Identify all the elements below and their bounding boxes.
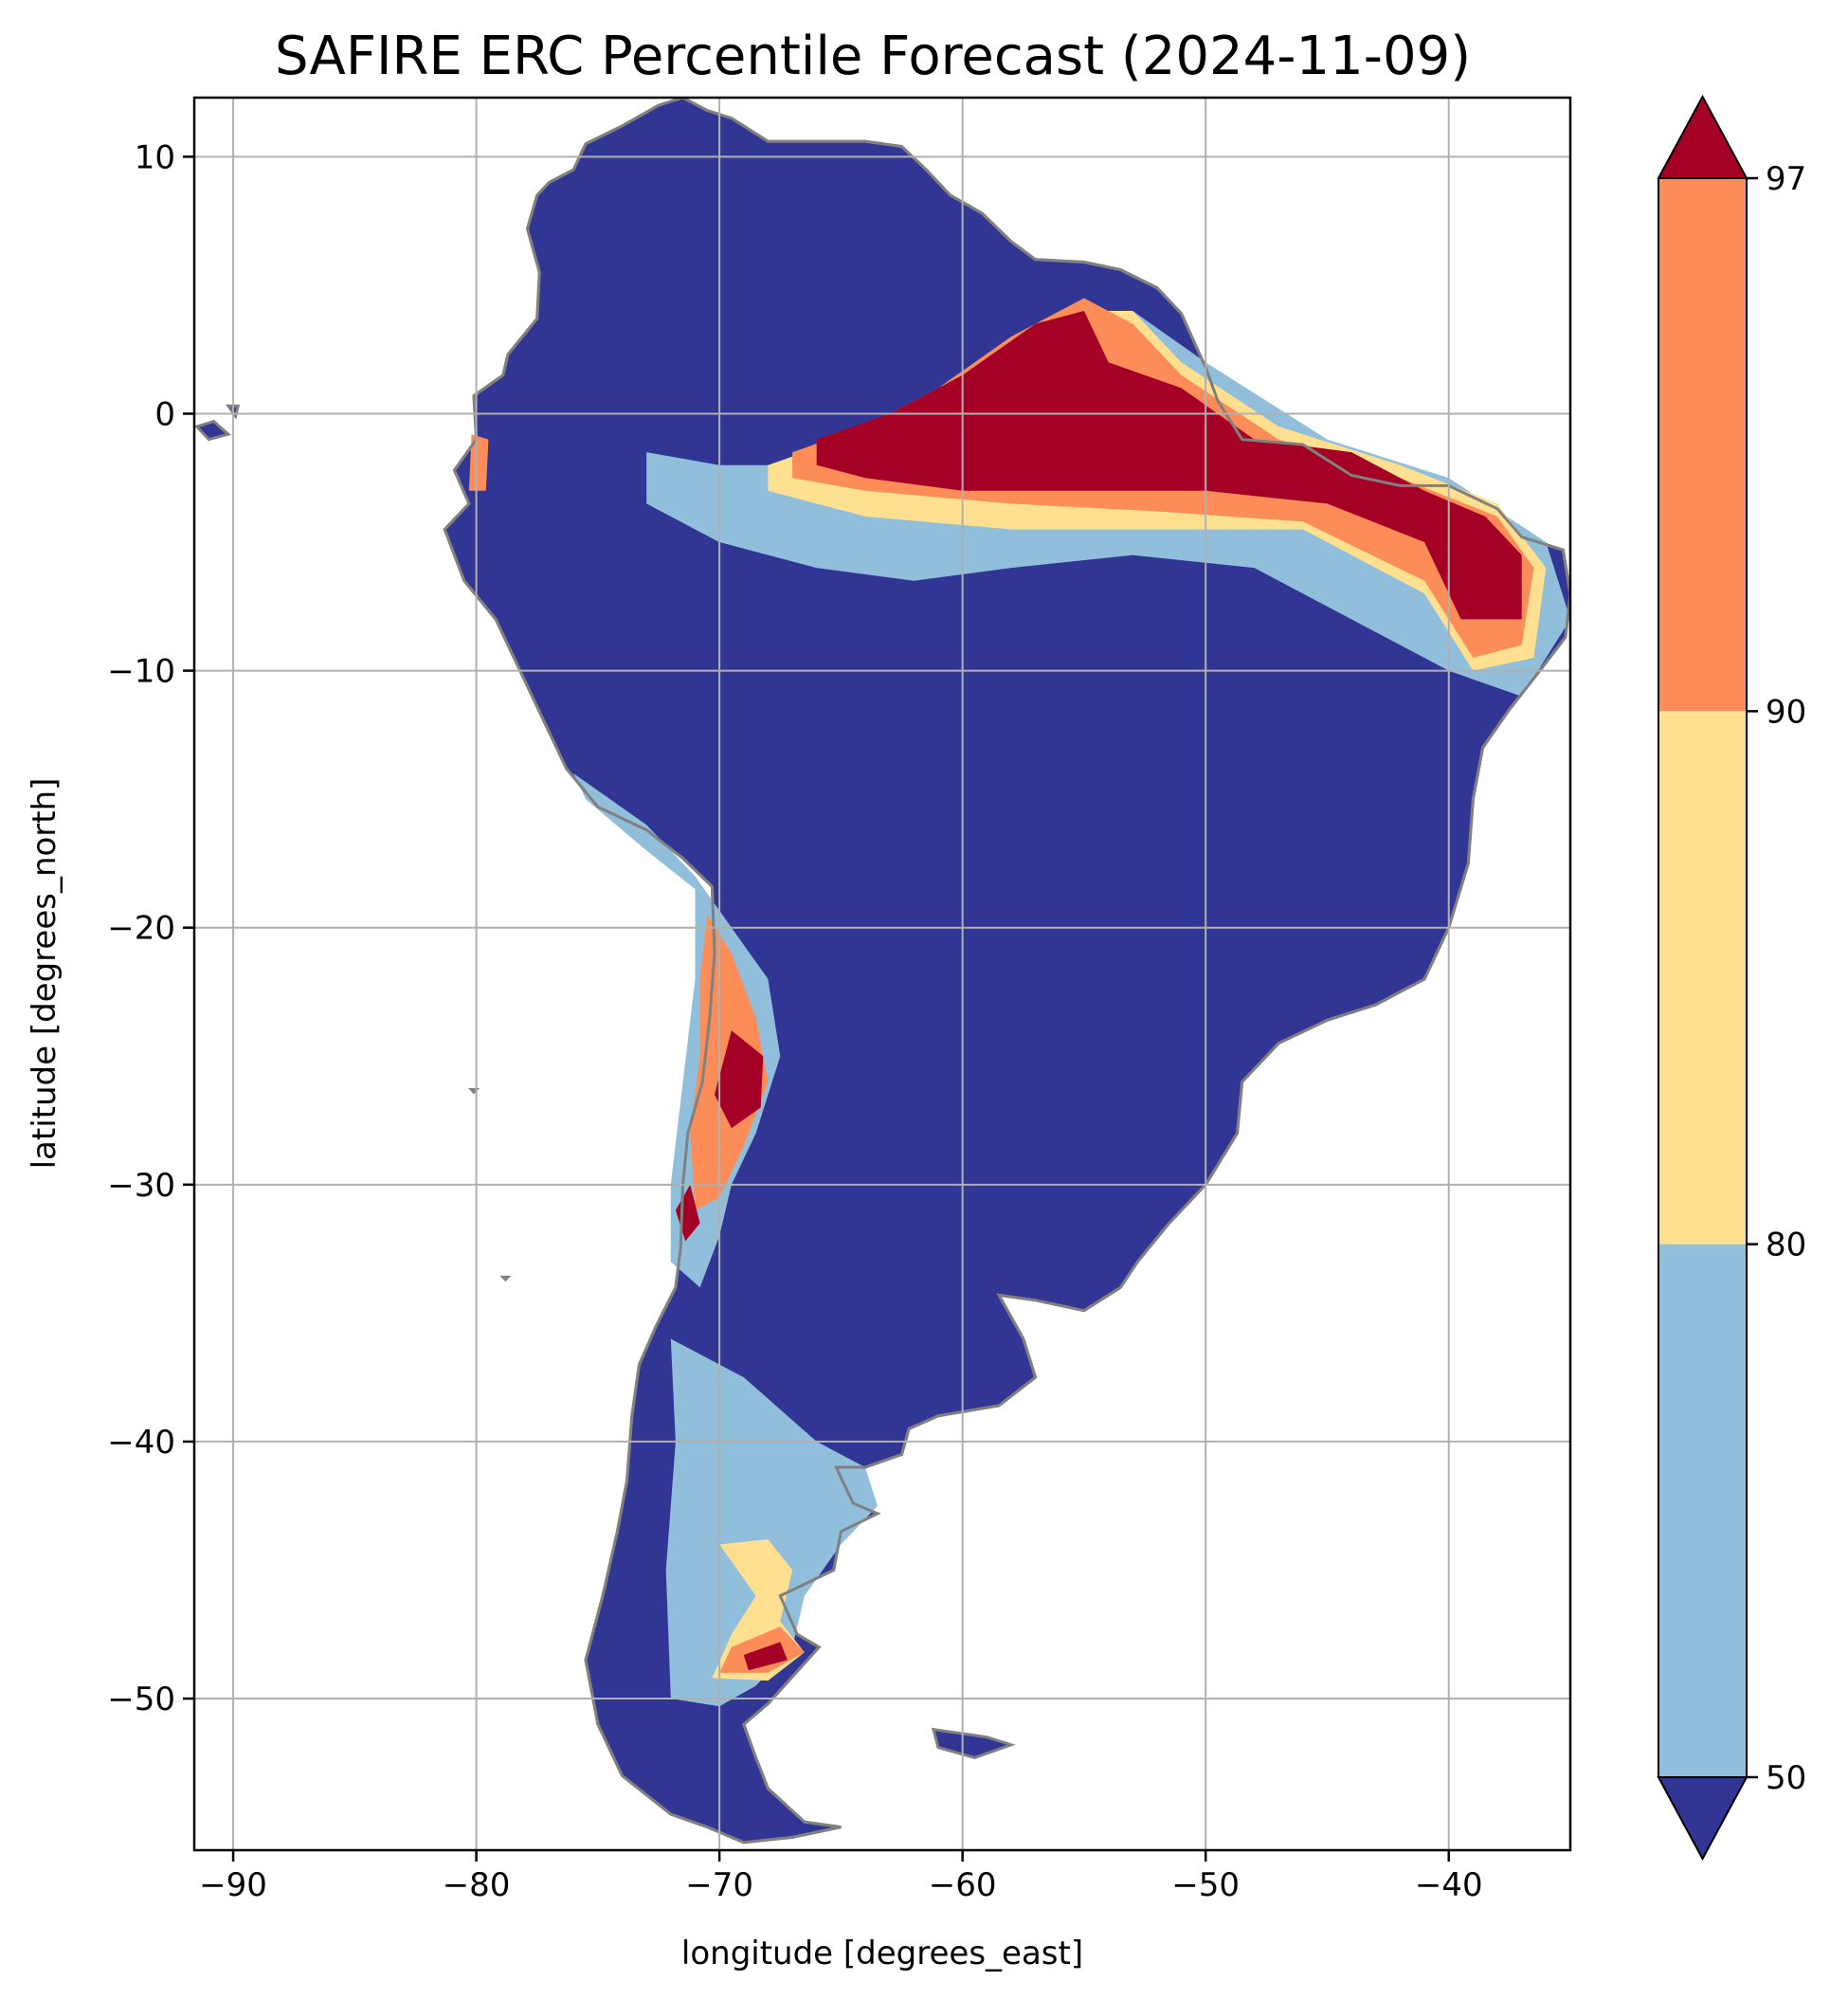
region-ecuador-coast-patch	[468, 434, 489, 491]
y-tick-label: −20	[107, 910, 175, 948]
y-tick-label: −40	[107, 1424, 175, 1462]
x-tick-label: −90	[199, 1866, 267, 1904]
map-plot-area: −90 −80 −70 −60 −50 −40 10 0 −10 −20 −30 −40 −50	[107, 96, 1572, 1904]
y-tick-label: −10	[107, 653, 175, 691]
y-tick-label: −30	[107, 1167, 175, 1205]
coastline	[443, 98, 1570, 1845]
island-3	[499, 1275, 512, 1282]
island-0	[194, 419, 231, 442]
y-tick-label: −50	[107, 1681, 175, 1718]
x-axis-label: longitude [degrees_east]	[681, 1935, 1083, 1972]
colorbar-tick-label: 80	[1766, 1227, 1806, 1264]
x-tick-label: −50	[1171, 1866, 1240, 1904]
colorbar-frame	[1658, 177, 1748, 1778]
region-north-high-core	[816, 311, 1522, 620]
island-4	[468, 1088, 480, 1095]
colorbar-segment	[1658, 178, 1747, 712]
x-tick-label: −80	[443, 1866, 511, 1904]
x-tick-label: −40	[1415, 1866, 1483, 1904]
colorbar-segment	[1658, 1244, 1747, 1777]
region-patagonia-high-patch	[743, 1642, 788, 1671]
x-tick-label: −60	[929, 1866, 997, 1904]
colorbar: 97 90 80 50	[1657, 94, 1806, 1862]
colorbar-segment	[1658, 711, 1747, 1245]
chart-title: SAFIRE ERC Percentile Forecast (2024-11-…	[275, 26, 1471, 87]
y-tick-label: 10	[135, 138, 175, 176]
island-2	[931, 1727, 1016, 1759]
region-andes-high-patch	[715, 1030, 764, 1129]
colorbar-tick-label: 90	[1766, 693, 1806, 731]
x-tick-label: −70	[685, 1866, 753, 1904]
colorbar-tick-label: 97	[1766, 160, 1806, 198]
map-frame	[192, 96, 1572, 1852]
y-axis-label: latitude [degrees_north]	[26, 778, 63, 1170]
y-tick-label: 0	[154, 395, 175, 433]
colorbar-tick-label: 50	[1766, 1759, 1806, 1797]
